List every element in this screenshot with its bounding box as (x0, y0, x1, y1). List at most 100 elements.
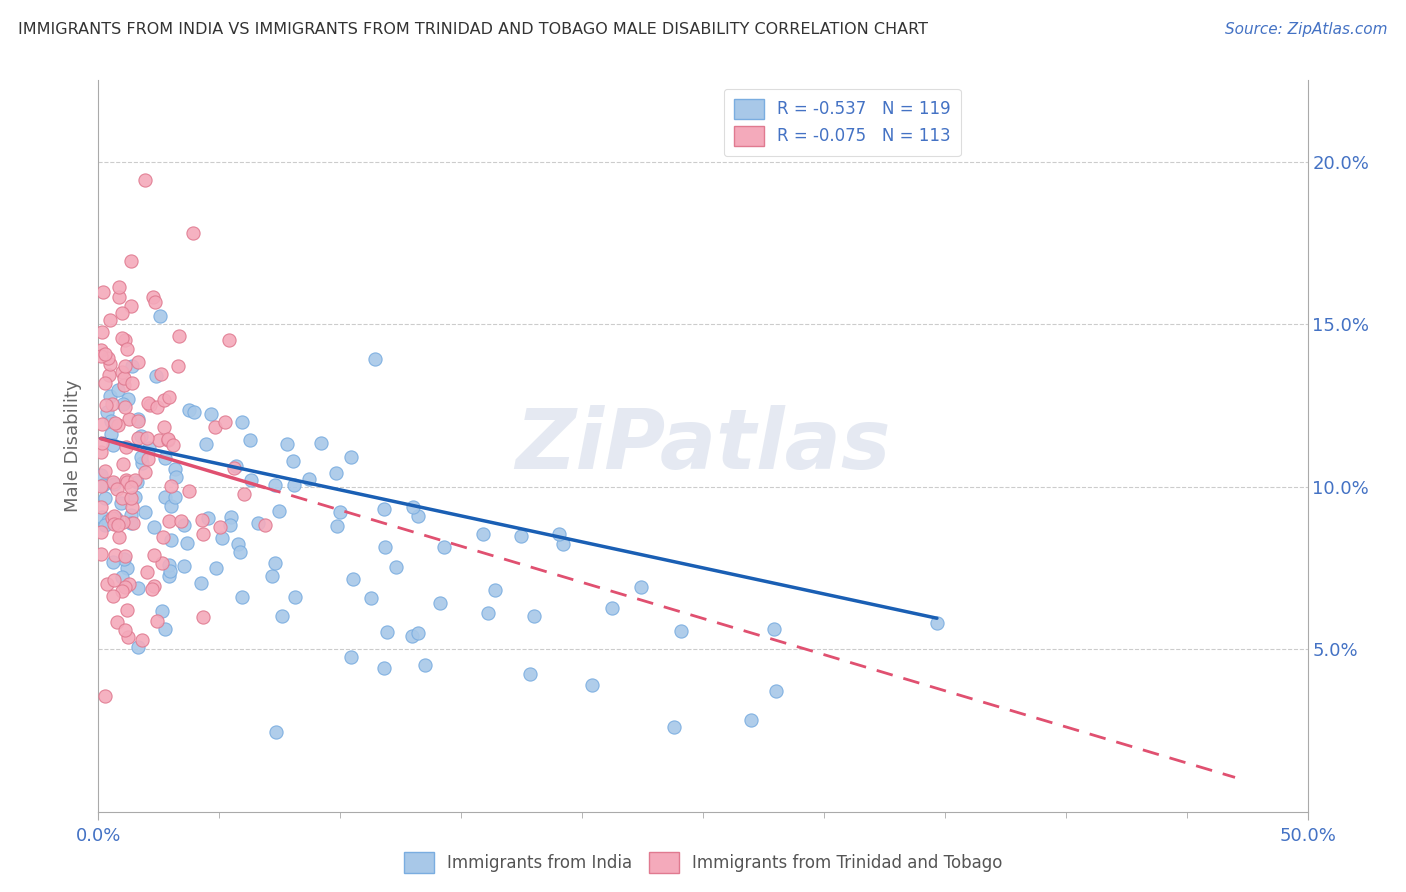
Point (401, 629, 423, 643)
Point (163, 490, 186, 504)
Point (155, 491, 177, 505)
Point (167, 328, 190, 343)
Point (402, 500, 425, 515)
Point (200, 407, 222, 421)
Point (121, 359, 143, 373)
Point (156, 432, 179, 446)
Point (115, 342, 138, 356)
Point (195, 436, 218, 450)
Point (157, 390, 180, 404)
Point (183, 226, 205, 240)
Point (112, 397, 135, 411)
Point (150, 604, 173, 618)
Point (90, 524, 112, 539)
Point (765, 684, 787, 698)
Point (90, 444, 112, 458)
Point (157, 568, 180, 582)
Point (91, 510, 114, 524)
Point (124, 473, 146, 487)
Point (311, 436, 333, 450)
Point (134, 173, 156, 187)
Point (204, 420, 226, 434)
Point (548, 526, 571, 541)
Point (157, 514, 180, 528)
Point (219, 518, 242, 533)
Point (373, 661, 395, 675)
Point (127, 431, 149, 445)
Point (166, 359, 188, 373)
Point (97, 351, 120, 365)
Point (276, 437, 298, 451)
Point (96, 577, 118, 591)
Point (269, 503, 291, 517)
Point (98, 313, 121, 327)
Point (93, 478, 115, 492)
Point (138, 441, 160, 455)
Point (630, 580, 652, 594)
Point (103, 573, 125, 587)
Point (145, 369, 167, 384)
Point (239, 433, 262, 447)
Point (134, 505, 156, 519)
Point (162, 438, 184, 452)
Point (115, 473, 138, 487)
Point (297, 472, 319, 486)
Point (114, 401, 136, 415)
Point (121, 376, 143, 390)
Point (114, 333, 136, 347)
Point (925, 615, 948, 630)
Point (94, 347, 117, 361)
Point (179, 403, 201, 417)
Text: Source: ZipAtlas.com: Source: ZipAtlas.com (1225, 22, 1388, 37)
Point (270, 608, 292, 623)
Point (477, 607, 499, 621)
Point (159, 564, 181, 578)
Point (135, 566, 157, 580)
Point (509, 529, 531, 543)
Point (91, 285, 114, 299)
Point (120, 481, 142, 495)
Point (142, 548, 165, 562)
Point (124, 491, 146, 505)
Point (375, 625, 398, 640)
Point (146, 615, 169, 629)
Point (209, 520, 232, 534)
Point (127, 475, 149, 489)
Point (115, 440, 138, 454)
Point (197, 511, 219, 525)
Point (211, 531, 233, 545)
Point (101, 511, 124, 525)
Point (159, 499, 181, 513)
Point (169, 514, 191, 528)
Point (148, 433, 170, 447)
Point (325, 467, 347, 481)
Point (120, 253, 142, 268)
Point (190, 576, 212, 591)
Point (112, 552, 135, 566)
Point (105, 482, 128, 496)
Point (190, 513, 212, 527)
Point (484, 583, 506, 598)
Point (127, 640, 149, 655)
Point (114, 624, 136, 638)
Point (226, 537, 249, 551)
Point (153, 451, 176, 466)
Point (107, 383, 129, 397)
Point (127, 581, 149, 595)
Point (141, 582, 163, 596)
Point (94, 689, 117, 703)
Point (103, 517, 125, 532)
Point (93, 464, 115, 478)
Point (740, 713, 762, 727)
Point (157, 558, 180, 573)
Point (90, 500, 112, 515)
Point (101, 589, 124, 603)
Point (581, 678, 603, 692)
Point (114, 359, 136, 373)
Point (472, 526, 495, 541)
Point (373, 502, 395, 516)
Text: IMMIGRANTS FROM INDIA VS IMMIGRANTS FROM TRINIDAD AND TOBAGO MALE DISABILITY COR: IMMIGRANTS FROM INDIA VS IMMIGRANTS FROM… (18, 22, 928, 37)
Point (104, 548, 127, 562)
Point (231, 590, 253, 604)
Point (136, 451, 159, 466)
